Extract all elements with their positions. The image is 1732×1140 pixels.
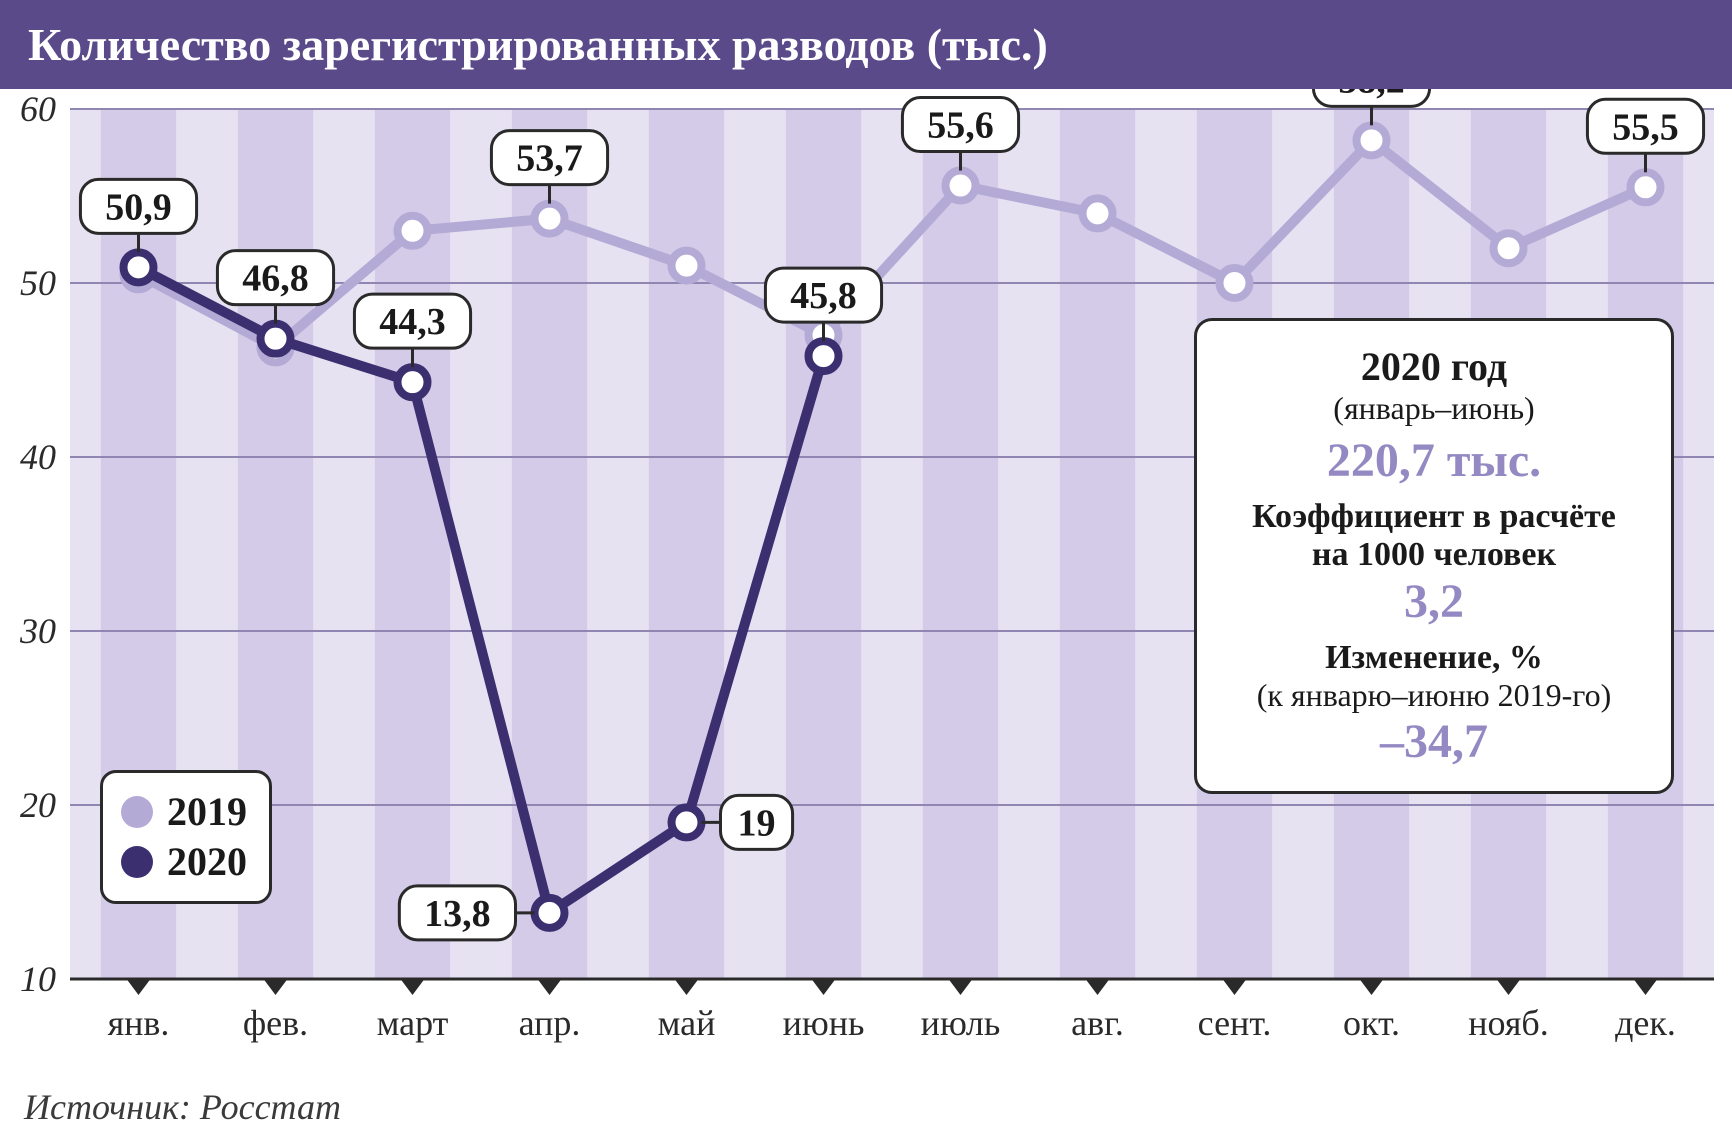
chart-container: Количество зарегистрированных разводов (… [0,0,1732,1140]
info-change-label: Изменение, % [1225,639,1643,677]
info-change-value: –34,7 [1225,714,1643,769]
svg-text:44,3: 44,3 [379,301,446,343]
info-period: (январь–июнь) [1225,390,1643,427]
legend-dot-icon [121,796,153,828]
svg-text:июнь: июнь [783,1003,865,1043]
svg-text:58,2: 58,2 [1338,89,1405,101]
svg-text:50: 50 [20,263,56,303]
legend-label: 2020 [167,837,247,887]
info-total: 220,7 тыс. [1225,433,1643,488]
svg-text:53,7: 53,7 [516,138,583,180]
svg-text:19: 19 [738,802,776,844]
svg-text:46,8: 46,8 [242,258,309,300]
svg-text:20: 20 [20,785,56,825]
svg-text:30: 30 [19,611,56,651]
svg-text:май: май [658,1003,716,1043]
legend-item: 2019 [121,787,247,837]
svg-text:окт.: окт. [1343,1003,1400,1043]
source-label: Источник: Росстат [24,1086,341,1128]
legend: 20192020 [100,770,272,904]
info-year: 2020 год [1225,343,1643,390]
svg-text:55,6: 55,6 [927,105,994,147]
svg-text:дек.: дек. [1615,1003,1676,1043]
svg-text:сент.: сент. [1198,1003,1272,1043]
svg-text:60: 60 [20,89,56,129]
svg-text:10: 10 [20,959,56,999]
svg-text:13,8: 13,8 [424,893,491,935]
chart-area: 10 20 30 40 50 60 янв. фев. март апр. май июнь июль а… [0,89,1732,1059]
info-coeff-label: Коэффициент в расчётена 1000 человек [1225,498,1643,574]
info-coeff-value: 3,2 [1225,574,1643,629]
legend-dot-icon [121,846,153,878]
svg-text:40: 40 [20,437,56,477]
svg-text:45,8: 45,8 [790,275,857,317]
svg-text:нояб.: нояб. [1468,1003,1548,1043]
chart-title: Количество зарегистрированных разводов (… [0,0,1732,89]
svg-text:фев.: фев. [243,1003,308,1043]
svg-text:июль: июль [921,1003,1001,1043]
svg-text:апр.: апр. [519,1003,581,1043]
svg-text:март: март [377,1003,449,1043]
svg-text:янв.: янв. [108,1003,170,1043]
summary-info-box: 2020 год(январь–июнь) 220,7 тыс. Коэффицие… [1194,318,1674,794]
svg-text:авг.: авг. [1071,1003,1124,1043]
info-change-period: (к январю–июню 2019-го) [1225,677,1643,714]
svg-text:50,9: 50,9 [105,186,172,228]
legend-item: 2020 [121,837,247,887]
svg-text:55,5: 55,5 [1612,106,1679,148]
legend-label: 2019 [167,787,247,837]
